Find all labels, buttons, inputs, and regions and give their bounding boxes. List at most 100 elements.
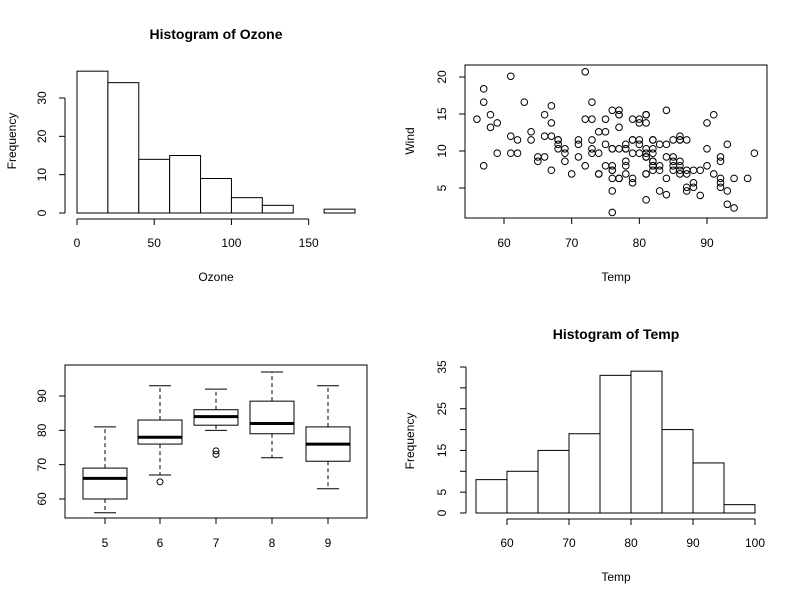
histogram-bar bbox=[138, 158, 171, 214]
temp-hist-title: Histogram of Temp bbox=[553, 326, 680, 342]
scatter-point bbox=[615, 144, 623, 153]
histogram-bar bbox=[230, 197, 263, 214]
x-tick-label: 8 bbox=[269, 536, 276, 550]
scatter-point bbox=[540, 110, 549, 119]
outlier-point bbox=[156, 478, 164, 486]
histogram-bar bbox=[630, 370, 663, 514]
scatter-point bbox=[493, 149, 502, 158]
x-tick-label: 50 bbox=[148, 236, 162, 250]
x-tick-label: 80 bbox=[633, 236, 647, 250]
x-tick-label: 5 bbox=[102, 536, 109, 550]
scatter-point bbox=[655, 187, 664, 195]
scatter-point bbox=[581, 162, 590, 170]
scatter-point bbox=[743, 174, 752, 183]
scatter-point bbox=[506, 72, 515, 81]
scatter-point bbox=[628, 136, 637, 144]
scatter-point bbox=[689, 166, 698, 175]
scatter-point bbox=[561, 149, 569, 158]
box bbox=[82, 467, 128, 500]
y-tick-label: 15 bbox=[435, 443, 449, 457]
ozone-hist-title: Histogram of Ozone bbox=[149, 26, 282, 42]
scatter-point bbox=[615, 110, 623, 119]
scatter-point bbox=[506, 149, 515, 158]
scatter-point bbox=[520, 98, 529, 106]
scatter-point bbox=[608, 162, 617, 170]
y-tick-label: 20 bbox=[435, 70, 449, 84]
box bbox=[249, 400, 295, 435]
scatter-point bbox=[561, 157, 569, 166]
outlier-point bbox=[212, 450, 220, 458]
scatter-point bbox=[628, 149, 637, 158]
scatter-point bbox=[588, 149, 596, 158]
x-tick-label: 100 bbox=[221, 236, 241, 250]
scatter-point bbox=[479, 85, 488, 93]
scatter-plot-box bbox=[464, 64, 768, 219]
x-tick-label: 80 bbox=[624, 536, 638, 550]
x-tick-label: 9 bbox=[325, 536, 332, 550]
scatter-point bbox=[608, 106, 617, 115]
histogram-bar bbox=[506, 470, 539, 514]
x-tick-label: 70 bbox=[562, 536, 576, 550]
scatter-point bbox=[676, 136, 684, 144]
scatter-point bbox=[642, 119, 650, 127]
y-tick-label: 60 bbox=[35, 492, 49, 506]
histogram-bar bbox=[661, 429, 694, 514]
scatter-point bbox=[608, 174, 617, 183]
outlier-point bbox=[212, 447, 220, 455]
y-tick-label: 10 bbox=[435, 144, 449, 158]
y-tick-label: 30 bbox=[35, 91, 49, 105]
scatter-point bbox=[561, 144, 569, 153]
scatter-point bbox=[615, 174, 623, 183]
scatter-point bbox=[716, 183, 725, 192]
scatter-point bbox=[601, 140, 610, 149]
scatter-point bbox=[669, 136, 677, 144]
scatter-point bbox=[723, 187, 732, 195]
y-tick-label: 35 bbox=[435, 360, 449, 374]
scatter-point bbox=[622, 162, 630, 170]
scatter-point bbox=[642, 110, 650, 119]
scatter-point bbox=[750, 149, 759, 158]
scatter-point bbox=[601, 127, 610, 136]
scatter-point bbox=[723, 200, 732, 209]
scatter-point bbox=[730, 174, 738, 183]
scatter-point bbox=[608, 166, 617, 175]
scatter-point bbox=[588, 144, 596, 153]
scatter-point bbox=[689, 179, 698, 187]
x-tick-label: 0 bbox=[74, 236, 81, 250]
scatter-point bbox=[554, 136, 562, 144]
scatter-point bbox=[649, 166, 657, 175]
scatter-point bbox=[608, 144, 617, 153]
y-tick-label: 90 bbox=[35, 389, 49, 403]
y-tick-label: 5 bbox=[435, 488, 449, 495]
scatter-point bbox=[709, 170, 718, 178]
scatter-point bbox=[696, 166, 705, 175]
scatter-point bbox=[479, 162, 488, 170]
scatter-point bbox=[513, 136, 522, 144]
temp-wind-scatter-panel: Temp Wind 60 70 80 90 5 10 15 20 bbox=[403, 64, 768, 284]
scatter-point bbox=[642, 153, 650, 161]
y-tick-label: 70 bbox=[35, 458, 49, 472]
scatter-point bbox=[676, 132, 684, 140]
scatter-point bbox=[628, 179, 637, 187]
scatter-point bbox=[682, 166, 691, 175]
scatter-point bbox=[547, 132, 556, 140]
scatter-point bbox=[574, 140, 583, 149]
scatter-xlabel: Temp bbox=[601, 270, 631, 284]
temp-histogram-panel: Histogram of Temp Temp Frequency 60 70 80 9… bbox=[403, 326, 765, 584]
scatter-point bbox=[594, 170, 603, 178]
scatter-point bbox=[649, 136, 657, 144]
scatter-point bbox=[716, 174, 725, 183]
scatter-point bbox=[662, 140, 671, 149]
scatter-point bbox=[547, 166, 556, 175]
scatter-point bbox=[682, 187, 691, 195]
scatter-point bbox=[723, 140, 732, 149]
scatter-point bbox=[682, 183, 691, 192]
scatter-point bbox=[615, 106, 623, 115]
histogram-bar bbox=[568, 433, 601, 514]
scatter-point bbox=[506, 132, 515, 140]
scatter-ylabel: Wind bbox=[403, 127, 417, 154]
scatter-point bbox=[479, 98, 488, 106]
temp-hist-ylabel: Frequency bbox=[403, 413, 417, 470]
ozone-histogram-panel: Histogram of Ozone Ozone Frequency 0 50 10… bbox=[5, 26, 356, 284]
